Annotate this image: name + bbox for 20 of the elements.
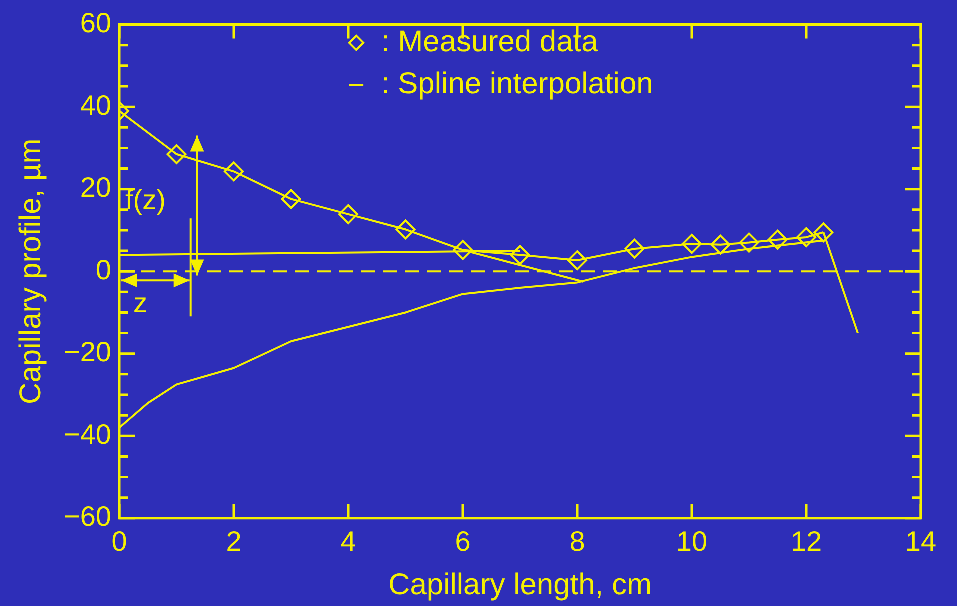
y-tick-label: 20 — [80, 172, 112, 204]
annotation: f(z) — [125, 184, 166, 216]
x-tick-label: 4 — [340, 526, 356, 557]
y-axis-title: Capillary profile, µm — [14, 138, 48, 404]
x-tick-label: 8 — [570, 526, 586, 557]
annotation: z — [133, 288, 148, 319]
legend-label: : Measured data — [381, 25, 599, 58]
y-tick-label: −60 — [64, 501, 112, 532]
y-tick-label: −40 — [64, 418, 112, 450]
x-tick-label: 14 — [905, 526, 937, 557]
y-tick-label: 40 — [80, 90, 112, 121]
x-axis-title: Capillary length, cm — [388, 568, 652, 602]
legend-label: : Spline interpolation — [381, 67, 654, 100]
y-tick-label: 60 — [80, 8, 112, 39]
x-tick-label: 2 — [226, 526, 242, 557]
y-tick-label: −20 — [64, 336, 112, 368]
x-tick-label: 6 — [455, 526, 471, 557]
x-tick-label: 10 — [676, 526, 708, 557]
x-tick-label: 12 — [790, 526, 822, 557]
y-tick-label: 0 — [96, 254, 112, 286]
